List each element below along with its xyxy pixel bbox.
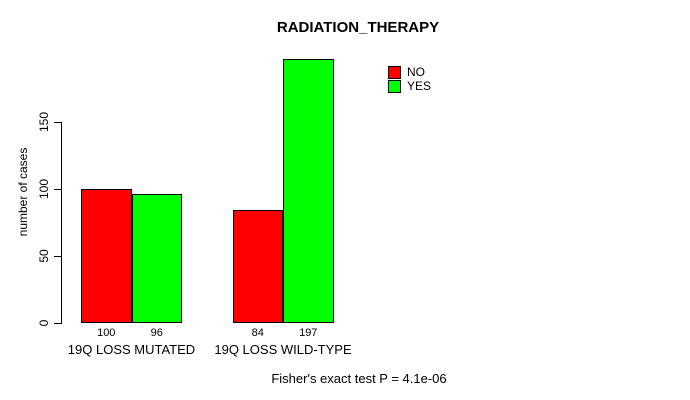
legend: NO YES [388, 65, 432, 94]
y-tick-mark [54, 323, 61, 324]
legend-label: NO [407, 65, 425, 79]
y-axis-line [61, 122, 62, 324]
bar-no-group1 [81, 189, 132, 323]
bar-value-label: 96 [150, 327, 163, 339]
bar-yes-group2 [283, 59, 334, 323]
y-tick-label: 0 [37, 319, 51, 327]
bar-value-label: 197 [299, 327, 318, 339]
y-tick-mark [54, 122, 61, 123]
y-tick-label: 150 [37, 111, 51, 133]
legend-swatch-yes [388, 79, 401, 93]
y-tick-label: 50 [37, 249, 51, 263]
legend-row: NO [388, 65, 431, 79]
legend-label: YES [407, 79, 432, 93]
bar-no-group2 [232, 210, 283, 323]
group-label: 19Q LOSS WILD-TYPE [214, 342, 352, 357]
y-tick-mark [54, 189, 61, 190]
bar-yes-group1 [131, 194, 182, 323]
caption: Fisher's exact test P = 4.1e-06 [271, 371, 447, 386]
legend-row: YES [388, 79, 432, 93]
chart-title: RADIATION_THERAPY [276, 19, 440, 36]
y-tick-mark [54, 256, 61, 257]
bar-value-label: 100 [97, 327, 116, 339]
bar-value-label: 84 [251, 327, 264, 339]
y-axis-label: number of cases [16, 147, 30, 237]
y-tick-label: 100 [37, 178, 51, 200]
group-label: 19Q LOSS MUTATED [67, 342, 196, 357]
legend-swatch-no [388, 65, 401, 79]
